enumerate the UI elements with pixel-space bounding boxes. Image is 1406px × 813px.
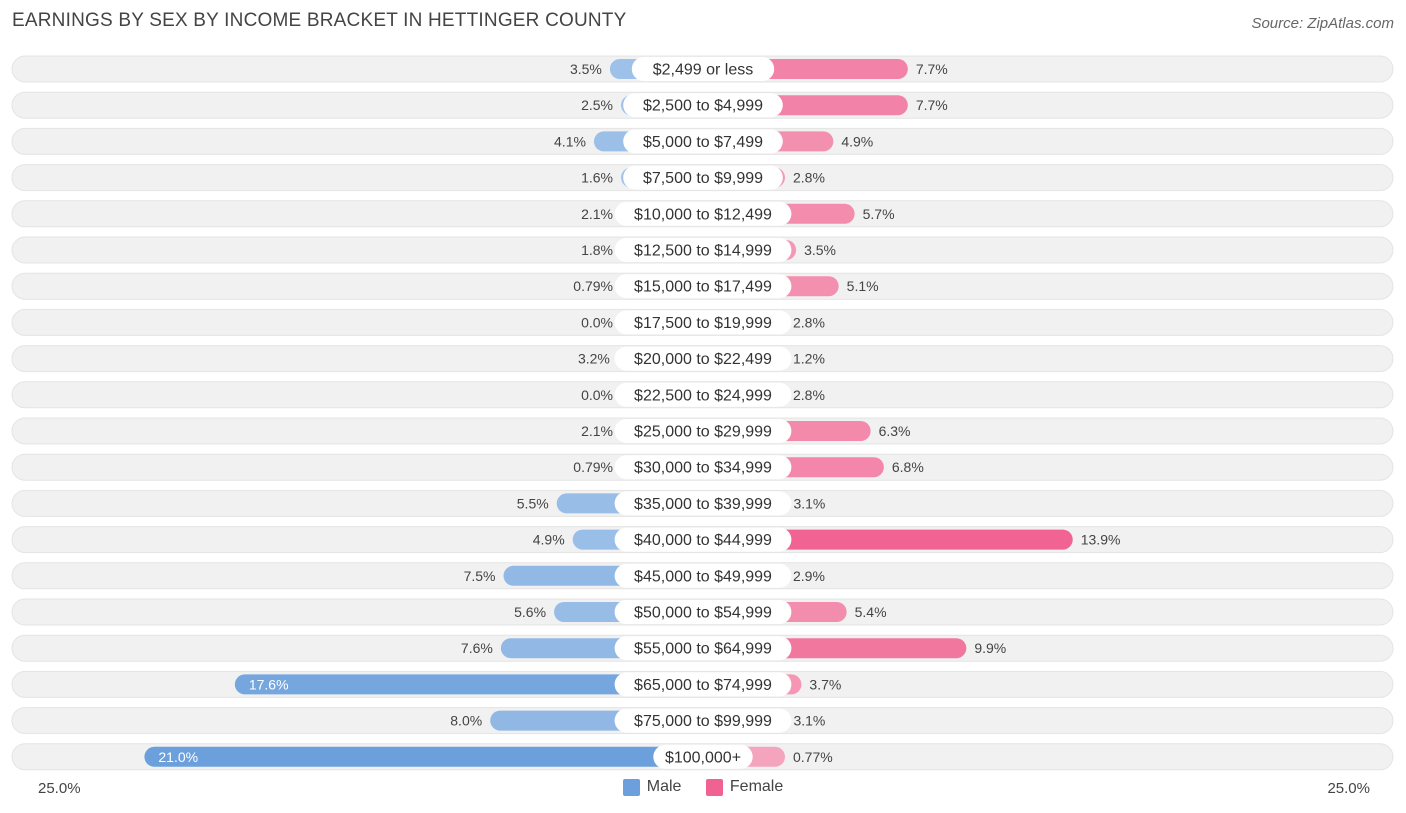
male-value-label: 8.0%	[450, 713, 482, 729]
category-label-pill	[623, 129, 783, 154]
category-label-pill	[614, 382, 792, 407]
category-label: $17,500 to $19,999	[634, 315, 772, 332]
female-value-label: 5.4%	[855, 604, 887, 620]
category-label: $25,000 to $29,999	[634, 424, 772, 441]
female-value-label: 3.7%	[809, 676, 841, 692]
female-value-label: 2.9%	[793, 568, 825, 584]
axis-left-label: 25.0%	[38, 780, 81, 797]
legend-label-male: Male	[646, 778, 682, 795]
female-value-label: 7.7%	[916, 97, 948, 113]
male-value-label: 2.1%	[581, 206, 613, 222]
female-value-label: 2.8%	[793, 170, 825, 186]
male-value-label: 7.5%	[464, 568, 496, 584]
category-label: $7,500 to $9,999	[643, 170, 763, 187]
category-label-pill	[614, 708, 792, 733]
category-label-pill	[614, 563, 792, 588]
female-value-label: 5.7%	[863, 206, 895, 222]
category-label: $2,500 to $4,999	[643, 98, 763, 115]
category-label: $30,000 to $34,999	[634, 460, 772, 477]
category-label: $22,500 to $24,999	[634, 387, 772, 404]
category-label-pill	[614, 419, 792, 443]
male-value-label: 5.6%	[514, 604, 546, 620]
male-value-label: 3.2%	[578, 351, 610, 367]
category-label-pill	[614, 636, 792, 661]
category-label-pill	[623, 93, 783, 118]
category-label-pill	[614, 455, 792, 480]
category-label: $20,000 to $22,499	[634, 351, 772, 368]
category-label-pill	[614, 527, 792, 552]
male-value-label: 2.5%	[581, 97, 613, 113]
category-label: $65,000 to $74,999	[634, 677, 772, 694]
category-label: $40,000 to $44,999	[634, 532, 772, 549]
female-value-label: 1.2%	[793, 351, 825, 367]
category-label-pill	[623, 165, 783, 190]
legend-label-female: Female	[729, 778, 784, 795]
female-value-label: 3.5%	[804, 242, 836, 258]
female-value-label: 6.3%	[879, 423, 911, 439]
category-label-pill	[614, 346, 792, 371]
male-value-label: 2.1%	[581, 423, 613, 439]
category-label: $55,000 to $64,999	[634, 641, 772, 658]
male-value-label: 21.0%	[158, 749, 198, 765]
male-bar	[144, 746, 703, 767]
female-value-label: 9.9%	[974, 640, 1006, 656]
chart-canvas: 3.5% 7.7% $2,499 or less 2.5% 7.7% $2,500 to …	[11, 55, 1394, 771]
male-value-label: 0.79%	[573, 459, 613, 475]
female-value-label: 3.1%	[793, 495, 825, 511]
category-label-pill	[614, 672, 792, 697]
male-value-label: 17.6%	[249, 676, 289, 692]
male-value-label: 4.1%	[554, 133, 586, 149]
category-label: $15,000 to $17,499	[634, 279, 772, 296]
category-label: $35,000 to $39,999	[634, 496, 772, 513]
male-value-label: 1.6%	[581, 170, 613, 186]
legend-swatch-male	[622, 778, 640, 796]
female-bar	[703, 529, 1073, 550]
category-label: $50,000 to $54,999	[634, 605, 772, 622]
source-label: Source: ZipAtlas.com	[1251, 15, 1394, 32]
axis-right-label: 25.0%	[1327, 780, 1370, 797]
male-value-label: 0.0%	[581, 387, 613, 403]
male-value-label: 0.79%	[573, 278, 613, 294]
female-value-label: 3.1%	[793, 713, 825, 729]
category-label: $75,000 to $99,999	[634, 713, 772, 730]
category-label: $2,499 or less	[653, 62, 754, 79]
male-value-label: 1.8%	[581, 242, 613, 258]
category-label: $100,000+	[665, 749, 741, 766]
male-value-label: 3.5%	[570, 61, 602, 77]
category-label: $10,000 to $12,499	[634, 206, 772, 223]
female-value-label: 0.77%	[793, 749, 833, 765]
category-label-pill	[614, 274, 792, 299]
female-value-label: 2.8%	[793, 387, 825, 403]
legend-item-male[interactable]: Male	[622, 778, 682, 796]
category-label-pill	[614, 201, 792, 226]
legend-item-female[interactable]: Female	[705, 778, 784, 796]
legend: Male Female	[0, 778, 1406, 801]
female-value-label: 4.9%	[841, 133, 873, 149]
category-label-pill	[653, 744, 753, 769]
male-value-label: 4.9%	[533, 532, 565, 548]
chart-title: EARNINGS BY SEX BY INCOME BRACKET IN HET…	[12, 10, 627, 31]
category-label: $45,000 to $49,999	[634, 568, 772, 585]
category-label-pill	[614, 310, 792, 335]
female-value-label: 2.8%	[793, 314, 825, 330]
female-value-label: 13.9%	[1081, 532, 1121, 548]
category-label-pill	[614, 238, 792, 262]
male-value-label: 7.6%	[461, 640, 493, 656]
category-label: $5,000 to $7,499	[643, 134, 763, 151]
legend-swatch-female	[705, 778, 723, 796]
category-label-pill	[631, 57, 775, 81]
male-value-label: 5.5%	[517, 495, 549, 511]
category-label-pill	[614, 491, 792, 516]
male-value-label: 0.0%	[581, 314, 613, 330]
female-value-label: 5.1%	[847, 278, 879, 294]
category-label-pill	[614, 600, 792, 624]
category-label: $12,500 to $14,999	[634, 243, 772, 260]
male-bar	[234, 674, 703, 695]
female-value-label: 7.7%	[916, 61, 948, 77]
female-value-label: 6.8%	[892, 459, 924, 475]
